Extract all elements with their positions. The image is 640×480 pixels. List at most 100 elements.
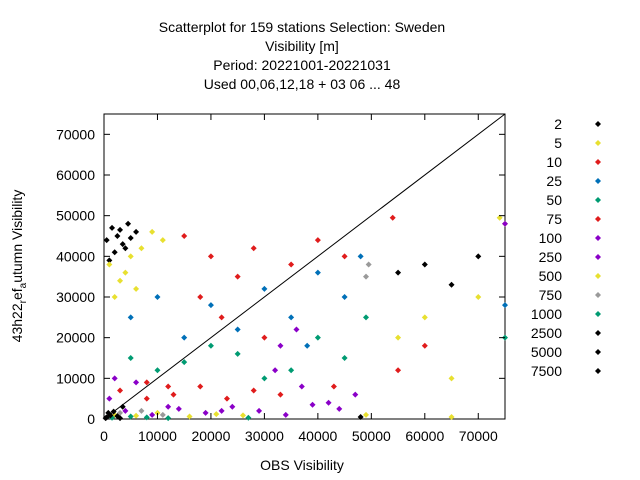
point-5-8 (133, 285, 140, 292)
point-5-4 (149, 228, 156, 235)
point-2-14 (475, 253, 482, 260)
point-500-5 (240, 412, 247, 419)
point-10-5 (250, 245, 257, 252)
legend-label-5000: 5000 (531, 344, 562, 360)
legend-label-75: 75 (546, 211, 562, 227)
point-75-5 (250, 387, 257, 394)
point-10-11 (165, 383, 172, 390)
legend-label-50: 50 (546, 192, 562, 208)
legend-marker-10 (595, 159, 601, 165)
point-250-8 (309, 401, 316, 408)
point-100-9 (293, 326, 300, 333)
legend-label-2500: 2500 (531, 325, 562, 341)
point-10-13 (421, 342, 428, 349)
point-75-1 (143, 379, 150, 386)
point-100-7 (352, 391, 359, 398)
title-line-4: Used 00,06,12,18 + 03 06 ... 48 (204, 76, 401, 92)
legend-label-100: 100 (539, 230, 563, 246)
legend-marker-2500 (595, 330, 601, 336)
point-75-2 (170, 391, 177, 398)
point-100-5 (298, 383, 305, 390)
y-tick-label-1: 10000 (56, 370, 95, 386)
x-tick-label-3: 30000 (245, 428, 284, 444)
legend-marker-7500 (595, 368, 601, 374)
point-250-3 (175, 405, 182, 412)
point-250-2 (149, 411, 156, 418)
point-2-1 (109, 224, 116, 231)
point-10-6 (288, 261, 295, 268)
series-100 (111, 220, 508, 414)
point-2-6 (117, 226, 124, 233)
point-2-8 (106, 257, 113, 264)
point-750-4 (365, 261, 372, 268)
legend-marker-75 (595, 216, 601, 222)
point-50-8 (314, 334, 321, 341)
point-2-13 (448, 281, 455, 288)
legend-marker-50 (595, 197, 601, 203)
point-50-3 (288, 367, 295, 374)
point-500-7 (448, 413, 455, 420)
point-10-2 (234, 273, 241, 280)
series-50 (127, 314, 508, 382)
point-100-10 (502, 220, 508, 227)
point-7500-1 (107, 412, 114, 419)
point-5-7 (122, 269, 129, 276)
legend-label-2: 2 (554, 116, 562, 132)
series-25 (127, 253, 508, 349)
point-25-2 (261, 285, 268, 292)
legend-marker-750 (595, 292, 601, 298)
point-750-2 (159, 411, 166, 418)
legend-marker-5000 (595, 349, 601, 355)
legend-marker-500 (595, 273, 601, 279)
point-2-10 (133, 228, 140, 235)
point-500-1 (133, 412, 140, 419)
point-50-5 (154, 367, 161, 374)
point-100-8 (277, 342, 284, 349)
point-500-4 (213, 411, 220, 418)
series-1000 (109, 413, 252, 422)
point-50-1 (181, 359, 188, 366)
point-25-3 (314, 269, 321, 276)
point-2500-2 (119, 403, 126, 410)
point-25-6 (234, 326, 241, 333)
point-10-8 (341, 253, 348, 260)
point-75-6 (277, 391, 284, 398)
legend-label-25: 25 (546, 173, 562, 189)
x-tick-label-0: 0 (100, 428, 108, 444)
x-tick-label-1: 10000 (138, 428, 177, 444)
point-5-12 (475, 294, 482, 300)
point-25-9 (127, 314, 134, 321)
point-10-7 (314, 237, 321, 244)
point-250-0 (106, 395, 113, 402)
point-2-4 (125, 220, 132, 227)
point-250-9 (336, 405, 343, 412)
point-25-4 (341, 294, 348, 300)
point-2-5 (111, 249, 118, 256)
point-500-6 (362, 411, 369, 418)
legend-label-250: 250 (539, 249, 563, 265)
point-75-0 (117, 387, 124, 394)
legend-marker-100 (595, 235, 601, 241)
point-75-7 (330, 383, 337, 390)
title-line-3: Period: 20221001-20221031 (213, 57, 391, 73)
point-5-10 (421, 314, 428, 321)
series-250 (106, 395, 343, 418)
point-100-4 (272, 367, 279, 374)
point-500-8 (496, 214, 503, 221)
point-50-4 (341, 355, 348, 361)
plot-border (103, 113, 506, 420)
point-5-2 (127, 253, 134, 260)
point-5-3 (138, 245, 145, 252)
point-2-9 (122, 245, 129, 252)
point-2-2 (114, 233, 121, 239)
point-2-7 (127, 235, 134, 242)
point-75-8 (389, 214, 396, 221)
point-100-2 (165, 403, 172, 410)
chart-title: Scatterplot for 159 stations Selection: … (159, 19, 445, 92)
point-5-5 (111, 294, 118, 300)
series-5 (106, 220, 508, 382)
series-2 (103, 220, 482, 288)
y-tick-label-6: 60000 (56, 167, 95, 183)
point-5-11 (448, 375, 455, 382)
